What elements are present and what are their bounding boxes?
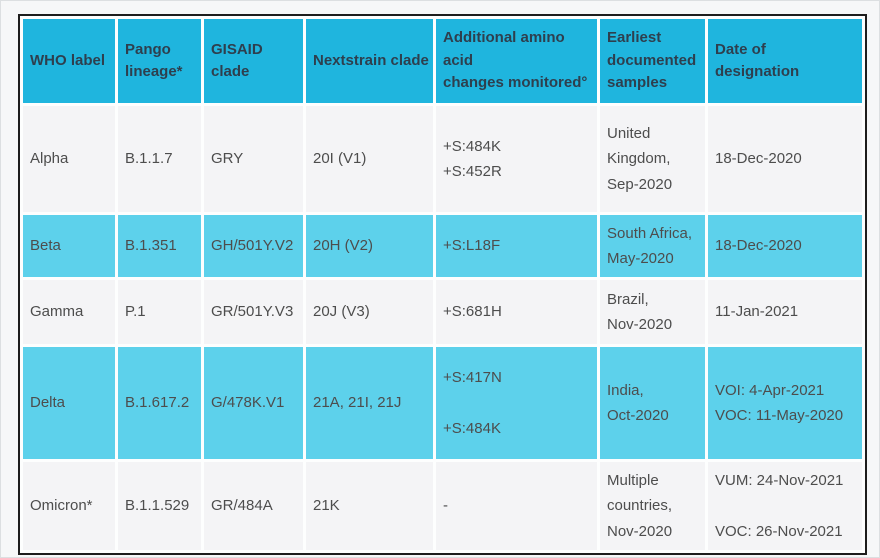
cell-amino-acid: - [436,462,597,550]
cell-samples: South Africa, May-2020 [600,215,705,277]
cell-amino-acid: +S:417N +S:484K [436,347,597,459]
col-header-amino-acid-changes: Additional amino acid changes monitored° [436,19,597,103]
cell-gisaid: G/478K.V1 [204,347,303,459]
cell-gisaid: GH/501Y.V2 [204,215,303,277]
table-row-delta: Delta B.1.617.2 G/478K.V1 21A, 21I, 21J … [23,347,862,459]
col-header-gisaid-clade: GISAID clade [204,19,303,103]
col-header-pango-lineage: Pango lineage* [118,19,201,103]
cell-designation: 11-Jan-2021 [708,280,862,344]
cell-nextstrain: 21K [306,462,433,550]
cell-nextstrain: 21A, 21I, 21J [306,347,433,459]
col-header-date-of-designation: Date of designation [708,19,862,103]
cell-who-label: Beta [23,215,115,277]
cell-gisaid: GR/484A [204,462,303,550]
cell-who-label: Omicron* [23,462,115,550]
table-row-omicron: Omicron* B.1.1.529 GR/484A 21K - Multipl… [23,462,862,550]
cell-samples: Multiple countries, Nov-2020 [600,462,705,550]
cell-nextstrain: 20I (V1) [306,106,433,212]
table-header-row: WHO label Pango lineage* GISAID clade Ne… [23,19,862,103]
cell-designation: 18-Dec-2020 [708,106,862,212]
col-header-earliest-samples: Earliest documented samples [600,19,705,103]
cell-nextstrain: 20H (V2) [306,215,433,277]
cell-samples: United Kingdom, Sep-2020 [600,106,705,212]
table-row-gamma: Gamma P.1 GR/501Y.V3 20J (V3) +S:681H Br… [23,280,862,344]
variants-table: WHO label Pango lineage* GISAID clade Ne… [18,14,867,555]
cell-samples: Brazil, Nov-2020 [600,280,705,344]
cell-pango: B.1.351 [118,215,201,277]
cell-pango: B.1.617.2 [118,347,201,459]
cell-designation: 18-Dec-2020 [708,215,862,277]
cell-pango: B.1.1.7 [118,106,201,212]
cell-who-label: Delta [23,347,115,459]
cell-nextstrain: 20J (V3) [306,280,433,344]
cell-amino-acid: +S:484K +S:452R [436,106,597,212]
cell-designation: VOI: 4-Apr-2021 VOC: 11-May-2020 [708,347,862,459]
cell-pango: B.1.1.529 [118,462,201,550]
cell-who-label: Alpha [23,106,115,212]
cell-designation: VUM: 24-Nov-2021 VOC: 26-Nov-2021 [708,462,862,550]
cell-who-label: Gamma [23,280,115,344]
cell-gisaid: GRY [204,106,303,212]
cell-amino-acid: +S:681H [436,280,597,344]
cell-pango: P.1 [118,280,201,344]
table-row-beta: Beta B.1.351 GH/501Y.V2 20H (V2) +S:L18F… [23,215,862,277]
cell-gisaid: GR/501Y.V3 [204,280,303,344]
table-row-alpha: Alpha B.1.1.7 GRY 20I (V1) +S:484K +S:45… [23,106,862,212]
cell-samples: India, Oct-2020 [600,347,705,459]
col-header-nextstrain-clade: Nextstrain clade [306,19,433,103]
col-header-who-label: WHO label [23,19,115,103]
cell-amino-acid: +S:L18F [436,215,597,277]
